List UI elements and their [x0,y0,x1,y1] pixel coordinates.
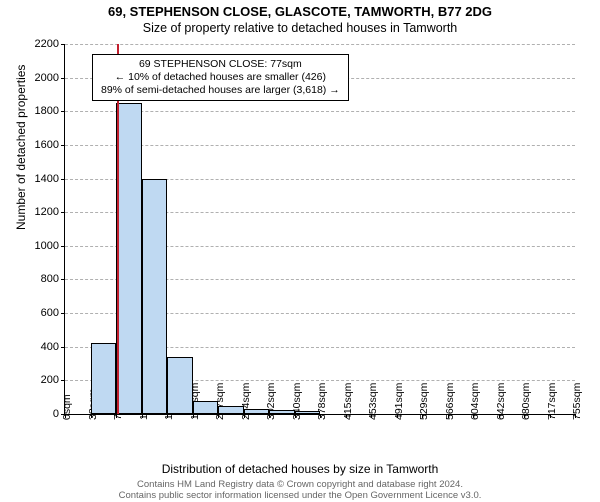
grid-line [65,111,575,112]
histogram-bar [218,406,244,414]
y-tick-label: 2200 [35,38,65,50]
x-tick-label: 717sqm [546,383,558,420]
histogram-bar [269,410,295,414]
y-tick-label: 400 [41,341,65,353]
grid-line [65,145,575,146]
histogram-bar [142,179,168,414]
footer-line1: Contains HM Land Registry data © Crown c… [137,479,463,490]
x-tick-label: 529sqm [418,383,430,420]
y-axis-label: Number of detached properties [14,65,28,230]
annotation-line2: ← 10% of detached houses are smaller (42… [101,71,340,84]
x-tick-label: 302sqm [265,383,277,420]
grid-line [65,44,575,45]
annotation-line1: 69 STEPHENSON CLOSE: 77sqm [101,58,340,71]
x-tick-label: 491sqm [393,383,405,420]
x-tick-label: 453sqm [367,383,379,420]
x-tick-label: 680sqm [520,383,532,420]
footer-line2: Contains public sector information licen… [119,490,482,501]
histogram-bar [116,103,142,414]
annotation-line3: 89% of semi-detached houses are larger (… [101,84,340,97]
x-tick-label: 415sqm [342,383,354,420]
chart-container: 69, STEPHENSON CLOSE, GLASCOTE, TAMWORTH… [0,0,600,500]
annotation-box: 69 STEPHENSON CLOSE: 77sqm ← 10% of deta… [92,54,349,101]
x-tick-label: 642sqm [495,383,507,420]
y-tick-label: 800 [41,273,65,285]
y-tick-label: 600 [41,307,65,319]
x-tick-label: 340sqm [291,383,303,420]
x-tick-label: 264sqm [240,383,252,420]
x-axis-label: Distribution of detached houses by size … [0,462,600,476]
y-tick-label: 1800 [35,105,65,117]
y-tick-label: 200 [41,374,65,386]
x-tick-label: 566sqm [444,383,456,420]
x-tick-label: 378sqm [316,383,328,420]
histogram-bar [193,401,219,414]
histogram-bar [295,411,321,414]
histogram-bar [91,343,117,414]
x-tick-label: 0sqm [61,394,73,420]
y-tick-label: 1400 [35,173,65,185]
footer-attribution: Contains HM Land Registry data © Crown c… [0,480,600,502]
y-tick-label: 2000 [35,72,65,84]
y-tick-label: 1600 [35,139,65,151]
y-tick-label: 1000 [35,240,65,252]
page-title: 69, STEPHENSON CLOSE, GLASCOTE, TAMWORTH… [0,0,600,19]
x-tick-label: 604sqm [469,383,481,420]
x-tick-label: 755sqm [571,383,583,420]
histogram-bar [244,409,270,414]
histogram-bar [167,357,193,414]
y-tick-label: 1200 [35,206,65,218]
chart-subtitle: Size of property relative to detached ho… [0,19,600,35]
